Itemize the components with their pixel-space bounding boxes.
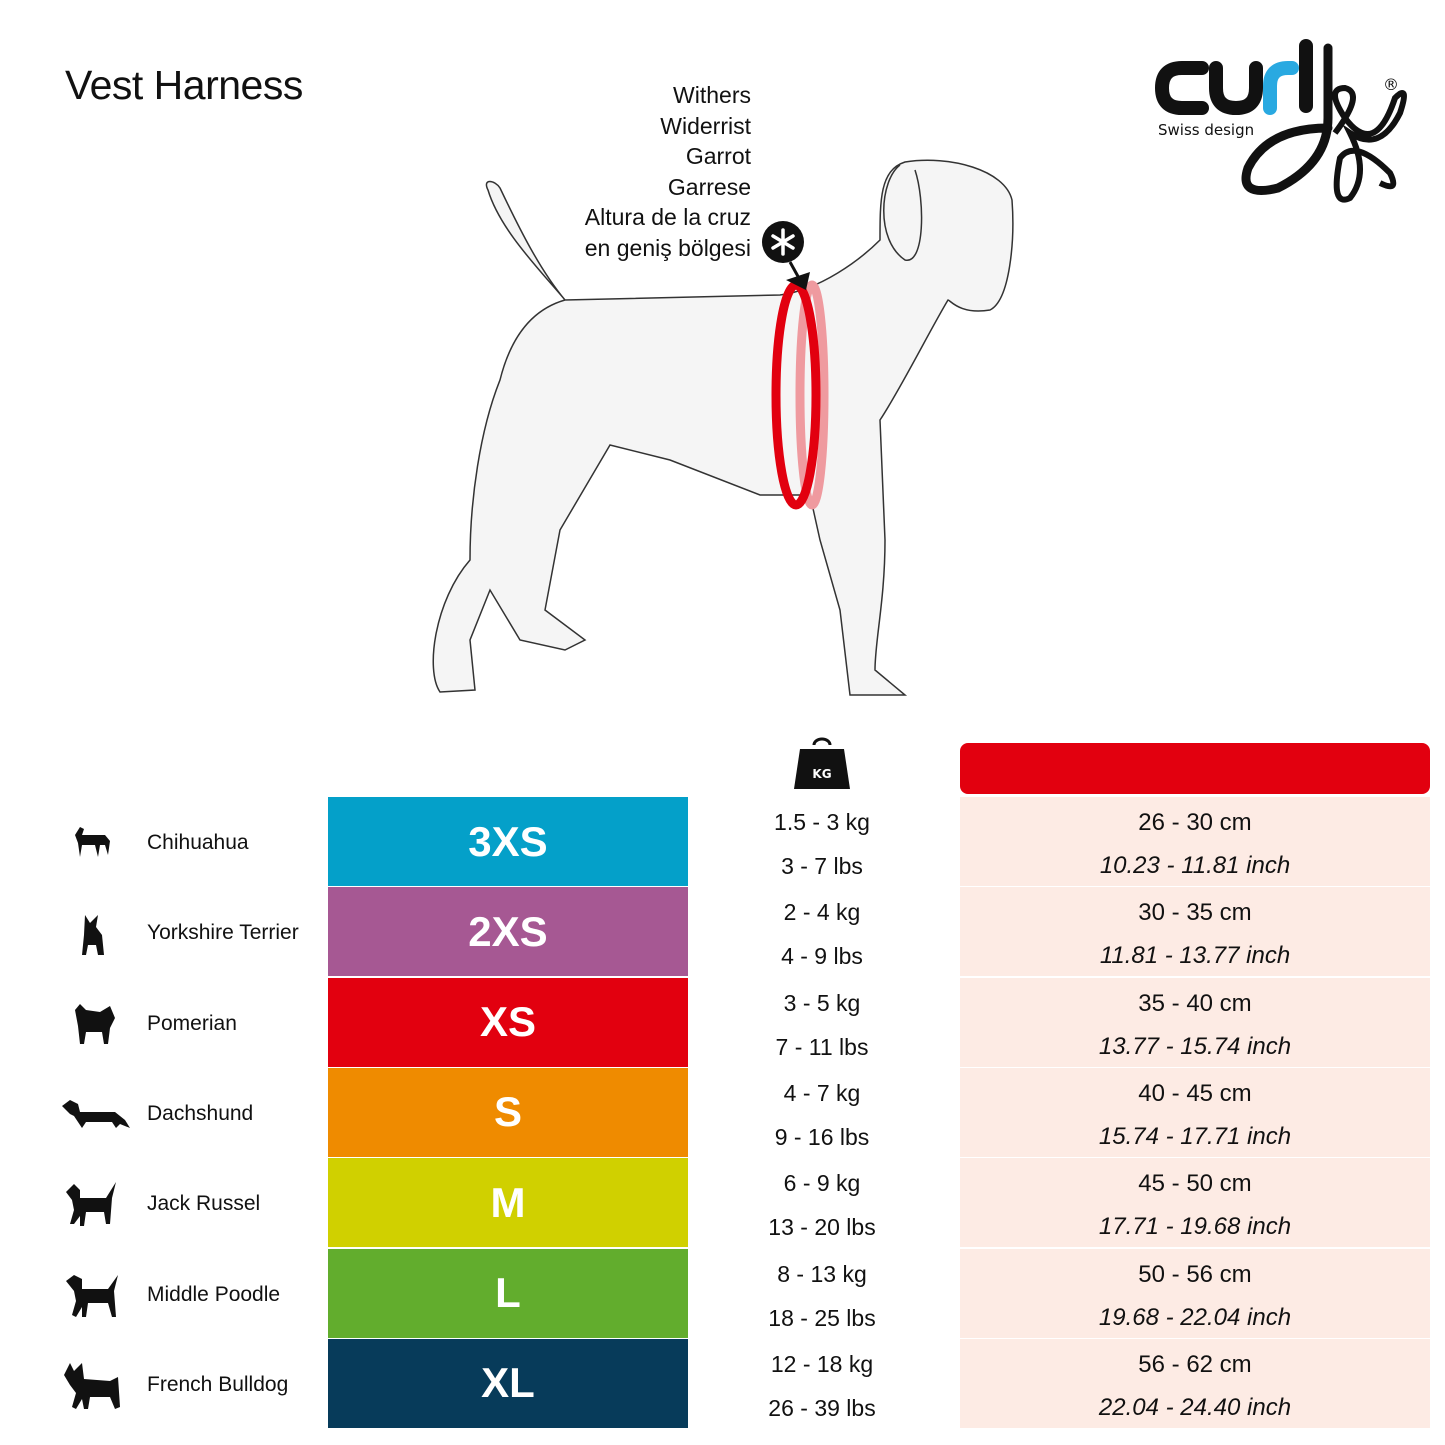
- measurement-cm: 45 - 50 cm: [1138, 1170, 1252, 1198]
- breed-name: French Bulldog: [147, 1372, 289, 1396]
- size-row: Jack Russel M 6 - 9 kg 13 - 20 lbs 45 - …: [0, 1158, 1445, 1248]
- page-title: Vest Harness: [65, 62, 303, 108]
- size-row: Yorkshire Terrier 2XS 2 - 4 kg 4 - 9 lbs…: [0, 887, 1445, 977]
- dog-silhouette-icon: [66, 1274, 118, 1317]
- arrow-icon: [786, 272, 810, 290]
- breed-name: Middle Poodle: [147, 1282, 281, 1306]
- weight-kg: 1.5 - 3 kg: [774, 809, 870, 835]
- measurement-cell: 26 - 30 cm 10.23 - 11.81 inch: [960, 797, 1430, 886]
- dog-silhouette-icon: [75, 827, 110, 857]
- withers-label-fr: Garrot: [685, 143, 751, 169]
- weight-lbs: 26 - 39 lbs: [768, 1394, 876, 1421]
- measurement-cm: 50 - 56 cm: [1138, 1260, 1252, 1288]
- size-label: S: [328, 1067, 688, 1157]
- breed-name: Pomerian: [147, 1011, 237, 1035]
- measurement-cm: 56 - 62 cm: [1138, 1350, 1252, 1378]
- size-row: Middle Poodle L 8 - 13 kg 18 - 25 lbs 50…: [0, 1248, 1445, 1339]
- weight-lbs: 4 - 9 lbs: [781, 943, 863, 970]
- registered-mark: ®: [1383, 75, 1399, 94]
- weight-lbs: 7 - 11 lbs: [775, 1033, 869, 1060]
- svg-text:KG: KG: [812, 767, 831, 781]
- kg-weight-icon: KG: [794, 737, 850, 789]
- measurement-cell: 30 - 35 cm 11.81 - 13.77 inch: [960, 887, 1430, 977]
- measurement-cm: 30 - 35 cm: [1138, 899, 1252, 927]
- weight-kg: 3 - 5 kg: [783, 989, 861, 1016]
- measurement-cm: 35 - 40 cm: [1138, 989, 1252, 1017]
- breed-name: Jack Russel: [147, 1192, 261, 1216]
- dog-illustration: [432, 159, 1014, 696]
- weight-kg: 6 - 9 kg: [783, 1170, 861, 1197]
- breed-name: Dachshund: [147, 1101, 254, 1125]
- dog-silhouette-icon: [62, 1099, 130, 1128]
- weight-lbs: 13 - 20 lbs: [768, 1214, 876, 1241]
- size-label: 2XS: [328, 887, 688, 977]
- measurement-cell: 40 - 45 cm 15.74 - 17.71 inch: [960, 1067, 1430, 1157]
- size-label: L: [328, 1248, 688, 1338]
- withers-label-es: Altura de la cruz: [584, 204, 751, 230]
- weight-kg: 2 - 4 kg: [783, 899, 861, 926]
- dog-silhouette-icon: [82, 915, 104, 956]
- measurement-inch: 10.23 - 11.81 inch: [1099, 852, 1291, 879]
- size-row: French Bulldog XL 12 - 18 kg 26 - 39 lbs…: [0, 1338, 1445, 1429]
- size-row: Chihuahua 3XS 1.5 - 3 kg 3 - 7 lbs 26 - …: [0, 797, 1445, 887]
- withers-label-tr: en geniş bölgesi: [584, 234, 751, 261]
- withers-label-it: Garrese: [667, 173, 751, 200]
- withers-labels: Withers Widerrist Garrot Garrese Altura …: [585, 80, 751, 263]
- measurement-header-bar: [960, 743, 1430, 794]
- withers-label-de: Widerrist: [660, 112, 751, 139]
- measurement-inch: 13.77 - 15.74 inch: [1098, 1032, 1292, 1060]
- measurement-inch: 19.68 - 22.04 inch: [1098, 1303, 1292, 1331]
- size-label: M: [328, 1158, 688, 1248]
- measurement-cell: 35 - 40 cm 13.77 - 15.74 inch: [960, 977, 1430, 1067]
- logo-tagline: Swiss design: [1158, 121, 1254, 139]
- size-label: XL: [328, 1338, 688, 1428]
- curli-logo: Swiss design ®: [1154, 39, 1407, 203]
- dog-silhouette-icon: [66, 1182, 116, 1227]
- weight-kg: 4 - 7 kg: [783, 1079, 861, 1106]
- weight-lbs: 3 - 7 lbs: [781, 853, 863, 879]
- measurement-inch: 15.74 - 17.71 inch: [1098, 1122, 1292, 1150]
- measurement-cell: 56 - 62 cm 22.04 - 24.40 inch: [960, 1338, 1430, 1428]
- breed-name: Yorkshire Terrier: [147, 921, 299, 945]
- dog-silhouette-icon: [75, 1003, 115, 1044]
- measurement-inch: 17.71 - 19.68 inch: [1098, 1213, 1292, 1241]
- size-label: 3XS: [328, 797, 688, 886]
- size-row: Dachshund S 4 - 7 kg 9 - 16 lbs 40 - 45 …: [0, 1067, 1445, 1158]
- weight-lbs: 9 - 16 lbs: [774, 1123, 870, 1150]
- measurement-cm: 40 - 45 cm: [1138, 1079, 1252, 1107]
- measurement-inch: 11.81 - 13.77 inch: [1099, 942, 1291, 970]
- measurement-cell: 45 - 50 cm 17.71 - 19.68 inch: [960, 1158, 1430, 1248]
- size-row: Pomerian XS 3 - 5 kg 7 - 11 lbs 35 - 40 …: [0, 977, 1445, 1068]
- dog-silhouette-icon: [64, 1362, 120, 1409]
- breed-name: Chihuahua: [147, 831, 249, 854]
- weight-kg: 8 - 13 kg: [777, 1260, 867, 1287]
- withers-label-en: Withers: [673, 82, 751, 108]
- measurement-cell: 50 - 56 cm 19.68 - 22.04 inch: [960, 1248, 1430, 1338]
- measurement-inch: 22.04 - 24.40 inch: [1098, 1393, 1292, 1421]
- weight-kg: 12 - 18 kg: [770, 1350, 874, 1377]
- measurement-cm: 26 - 30 cm: [1138, 809, 1252, 836]
- size-label: XS: [328, 977, 688, 1067]
- weight-lbs: 18 - 25 lbs: [768, 1304, 876, 1331]
